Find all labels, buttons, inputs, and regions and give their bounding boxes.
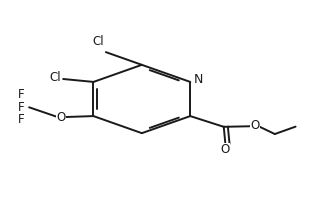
Text: F: F — [18, 101, 24, 114]
Text: O: O — [250, 119, 259, 132]
Text: N: N — [194, 73, 203, 86]
Text: O: O — [221, 143, 230, 156]
Text: F: F — [18, 88, 24, 101]
Text: F: F — [18, 113, 24, 127]
Text: Cl: Cl — [49, 71, 61, 84]
Text: O: O — [56, 110, 66, 124]
Text: Cl: Cl — [92, 35, 104, 48]
